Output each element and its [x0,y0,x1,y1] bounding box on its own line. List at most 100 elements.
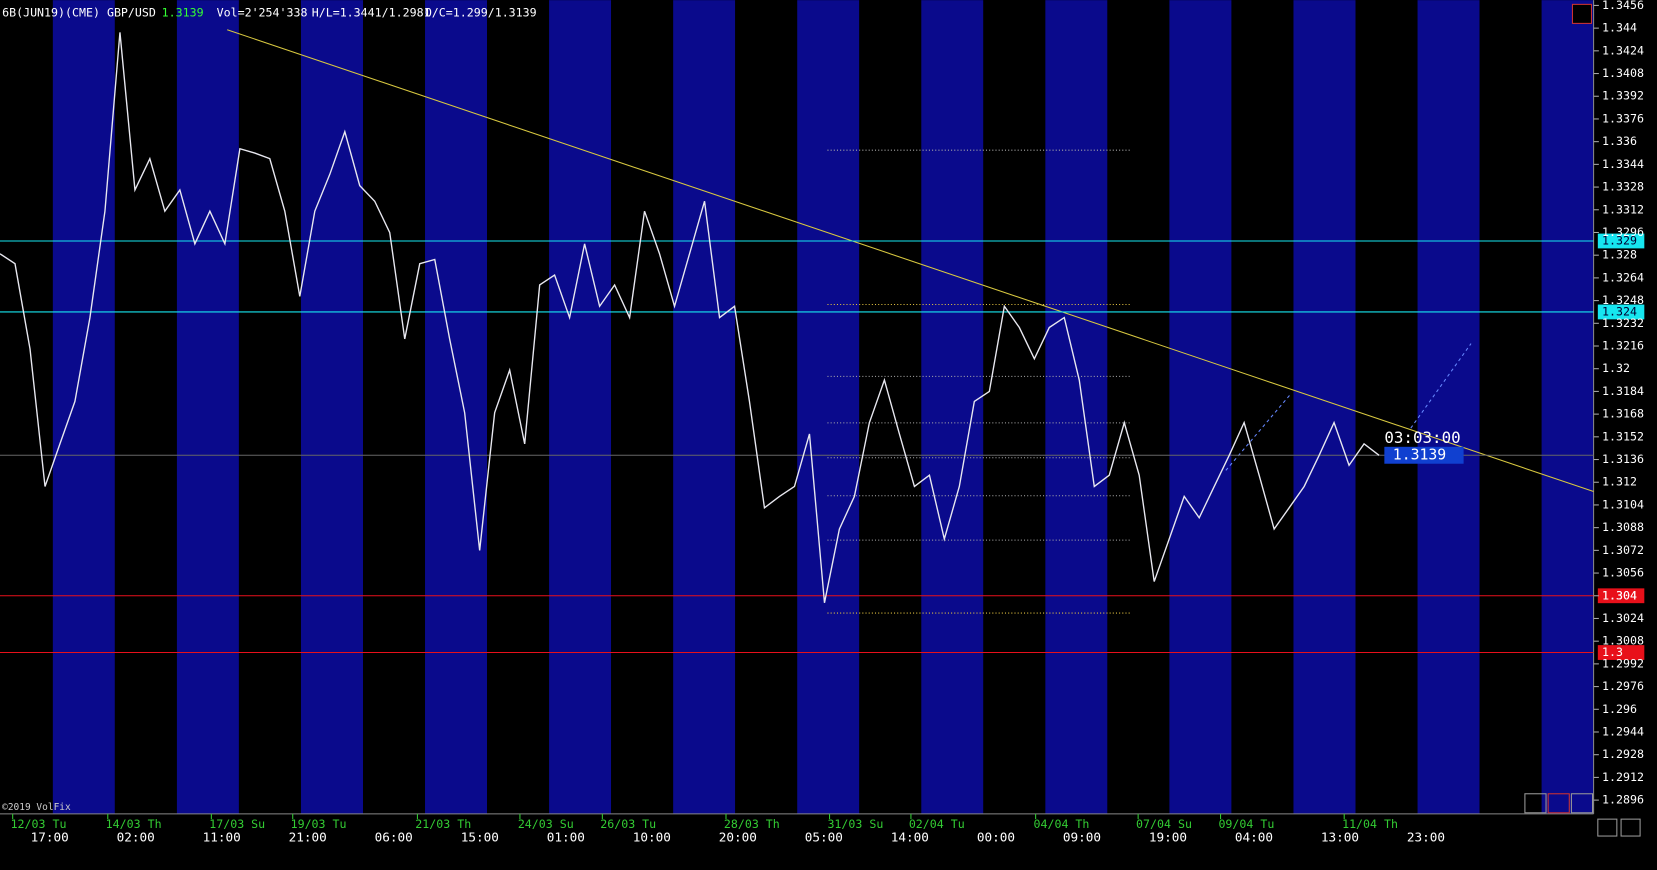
symbol: 6B(JUN19)(CME) GBP/USD [2,5,156,19]
time-label: 01:00 [547,830,585,845]
date-label: 02/04 Tu [909,817,965,831]
price-tick-label: 1.3008 [1602,634,1644,648]
price-tick-label: 1.3296 [1602,225,1644,239]
band [1045,0,1108,814]
price-tick-label: 1.3104 [1602,497,1644,511]
price-tick-label: 1.2992 [1602,656,1644,670]
band [176,0,239,814]
last-price-label: 1.3139 [1393,446,1446,463]
draw-tool-button[interactable] [1571,3,1593,24]
date-label: 17/03 Su [209,817,265,831]
price-tick-label: 1.2896 [1602,793,1644,807]
price-tick-label: 1.32 [1602,361,1630,375]
time-label: 20:00 [719,830,757,845]
price-tick-label: 1.3072 [1602,543,1644,557]
band [611,0,674,814]
price-tick-label: 1.3408 [1602,66,1644,80]
price-tick-label: 1.3232 [1602,316,1644,330]
price-tick-label: 1.3248 [1602,293,1644,307]
last-price: 1.3139 [162,5,204,19]
band [673,0,736,814]
band [362,0,426,814]
band [797,0,860,814]
date-label: 11/04 Th [1342,817,1398,831]
price-tick-label: 1.2944 [1602,724,1644,738]
band [1169,0,1232,814]
band [1293,0,1356,814]
band [114,0,177,814]
price-tick-label: 1.3056 [1602,566,1644,580]
price-tick-label: 1.3184 [1602,384,1644,398]
time-label: 23:00 [1407,830,1445,845]
band [1107,0,1170,814]
band [859,0,922,814]
level-label: 1.329 [1602,233,1637,247]
date-label: 21/03 Th [415,817,471,831]
open-close: O/C=1.299/1.3139 [425,5,537,19]
axes: 1.3456 1.344 1.3424 1.3408 1.3392 1.3376 1.336… [11,0,1644,845]
projection-arrows [1225,343,1472,471]
band [238,0,301,814]
band [735,0,798,814]
layout-button[interactable] [1524,793,1547,814]
date-label: 26/03 Tu [600,817,656,831]
time-label: 13:00 [1321,830,1359,845]
date-label: 31/03 Su [827,817,883,831]
date-label: 14/03 Th [106,817,162,831]
time-label: 14:00 [891,830,929,845]
band [300,0,363,814]
time-label: 17:00 [31,830,69,845]
price-tick-label: 1.3456 [1602,0,1644,12]
time-label: 21:00 [289,830,327,845]
price-tick-label: 1.344 [1602,21,1637,35]
time-label: 02:00 [117,830,155,845]
price-tick-label: 1.2976 [1602,679,1644,693]
price-tick-label: 1.3264 [1602,270,1644,284]
band [1231,0,1294,814]
date-label: 24/03 Su [518,817,574,831]
band [983,0,1046,814]
scroll-left[interactable] [1597,818,1618,837]
band [1479,0,1542,814]
price-axis-panel [1593,0,1657,870]
level-tag [1597,645,1645,660]
time-label: 04:00 [1235,830,1273,845]
price-tick-label: 1.3152 [1602,429,1644,443]
time-label: 10:00 [633,830,671,845]
grid-button[interactable] [1547,793,1570,814]
level-label: 1.304 [1602,588,1637,602]
price-line [0,32,1380,603]
date-label: 07/04 Su [1136,817,1192,831]
time-axis-panel [0,813,1594,870]
price-tick-label: 1.304 [1602,588,1637,602]
scroll-right[interactable] [1620,818,1641,837]
levels: 1.329 1.324 1.304 1.3 1.3139 [0,233,1645,660]
trend-line [227,29,1594,493]
price-tick-label: 1.3392 [1602,89,1644,103]
price-tick-label: 1.3216 [1602,339,1644,353]
date-label: 09/04 Tu [1218,817,1274,831]
band [0,0,53,814]
price-tick-label: 1.328 [1602,248,1637,262]
price-tick-label: 1.3312 [1602,202,1644,216]
copyright: ©2019 VolFix [2,802,71,813]
date-label: 04/04 Th [1034,817,1090,831]
price-tick-label: 1.312 [1602,475,1637,489]
time-label: 06:00 [375,830,413,845]
band [52,0,115,814]
level-tag [1597,588,1645,604]
fit-button[interactable] [1570,793,1594,814]
price-tick-label: 1.3024 [1602,611,1644,625]
session-bands [0,0,1594,814]
volume: Vol=2'254'338 [217,5,308,19]
price-series [0,32,1380,603]
price-tick-label: 1.2928 [1602,747,1644,761]
price-tick-label: 1.3424 [1602,43,1644,57]
time-label: 15:00 [461,830,499,845]
high-low: H/L=1.3441/1.2981 [312,5,431,19]
time-label: 19:00 [1149,830,1187,845]
band [425,0,488,814]
price-tick-label: 1.3328 [1602,180,1644,194]
price-tick-label: 1.3344 [1602,157,1644,171]
